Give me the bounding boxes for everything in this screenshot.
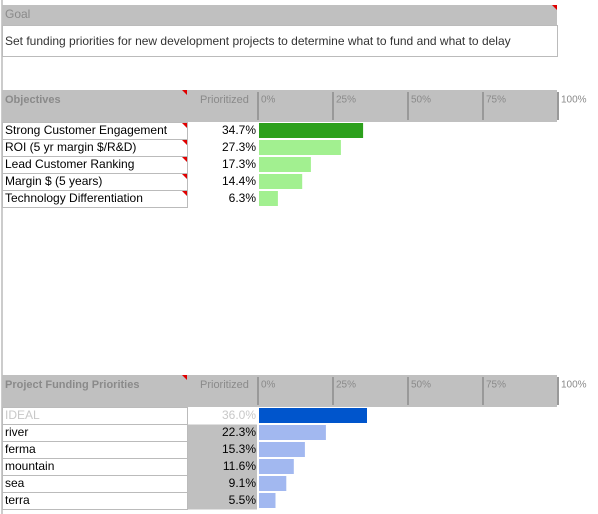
row-value: 17.3% [222, 157, 256, 171]
row-label: river [5, 425, 28, 439]
tick-label: 75% [486, 95, 506, 106]
bar [259, 442, 305, 457]
bar [259, 459, 294, 474]
value-header: Prioritized [200, 94, 249, 106]
row-label: Strong Customer Engagement [5, 123, 168, 137]
bar [259, 408, 367, 423]
label-cell [2, 475, 188, 493]
tick-label: 50% [411, 380, 431, 391]
section-header: Project Funding Priorities [5, 379, 139, 391]
tick-label: 50% [411, 95, 431, 106]
bar [259, 476, 287, 491]
bar [259, 140, 341, 155]
row-label: ROI (5 yr margin $/R&D) [5, 140, 136, 154]
tick-label: 0% [261, 95, 276, 106]
row-label: IDEAL [5, 408, 40, 422]
bar [259, 157, 311, 172]
row-value: 11.6% [223, 459, 256, 473]
label-cell [2, 492, 188, 510]
goal-header-bg [2, 5, 557, 25]
comment-flag [552, 5, 557, 10]
header-bg [2, 375, 557, 407]
bar [259, 425, 326, 440]
row-value: 9.1% [229, 476, 257, 490]
value-cell [188, 156, 257, 174]
bar [259, 191, 278, 206]
row-value: 6.3% [229, 191, 257, 205]
row-value: 14.4% [222, 174, 256, 188]
comment-flag [182, 140, 187, 145]
value-cell [188, 441, 257, 459]
comment-flag [182, 375, 187, 380]
value-cell [188, 475, 257, 493]
tick-label: 25% [336, 95, 356, 106]
comment-flag [182, 90, 187, 95]
header-bg [2, 90, 557, 122]
comment-flag [182, 174, 187, 179]
row-value: 15.3% [222, 442, 256, 456]
row-label: Margin $ (5 years) [5, 174, 102, 188]
tick-label: 75% [486, 380, 506, 391]
value-cell [188, 458, 257, 476]
row-label: Lead Customer Ranking [5, 157, 134, 171]
row-value: 22.3% [222, 425, 256, 439]
value-cell [188, 139, 257, 157]
row-value: 27.3% [222, 140, 256, 154]
row-label: mountain [5, 459, 54, 473]
value-header: Prioritized [200, 379, 249, 391]
label-cell [2, 424, 188, 442]
value-cell [188, 492, 257, 510]
value-cell [188, 173, 257, 191]
row-label: terra [5, 493, 30, 507]
value-cell [188, 190, 257, 208]
row-label: Technology Differentiation [5, 191, 143, 205]
tick-label: 0% [261, 380, 276, 391]
bar [259, 493, 276, 508]
tick-label: 100% [561, 95, 587, 106]
value-cell [188, 424, 257, 442]
bar [259, 123, 364, 138]
value-cell [188, 122, 257, 140]
value-cell [188, 407, 257, 425]
goal-header: Goal [5, 7, 30, 21]
row-value: 34.7% [222, 123, 256, 137]
tick-label: 100% [561, 380, 587, 391]
row-value: 5.5% [229, 493, 257, 507]
comment-flag [182, 191, 187, 196]
bar [259, 174, 303, 189]
section-header: Objectives [5, 94, 61, 106]
row-label: sea [5, 476, 25, 490]
row-value: 36.0% [222, 408, 256, 422]
comment-flag [182, 123, 187, 128]
comment-flag [182, 157, 187, 162]
goal-text: Set funding priorities for new developme… [5, 34, 511, 48]
label-cell [2, 190, 188, 208]
row-label: ferma [5, 442, 36, 456]
goal-box [2, 25, 558, 57]
tick-label: 25% [336, 380, 356, 391]
